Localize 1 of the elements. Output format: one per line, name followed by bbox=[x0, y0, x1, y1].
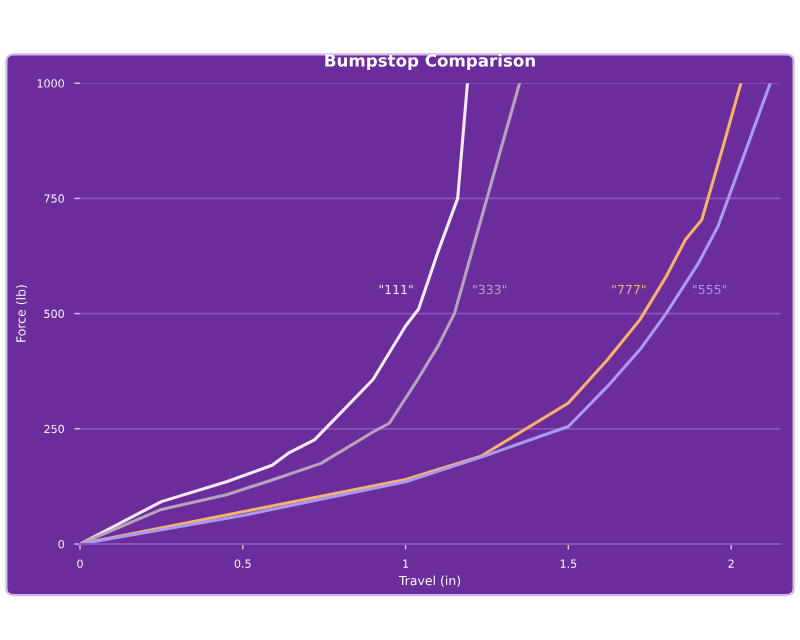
chart-title: Bumpstop Comparison bbox=[325, 53, 535, 70]
